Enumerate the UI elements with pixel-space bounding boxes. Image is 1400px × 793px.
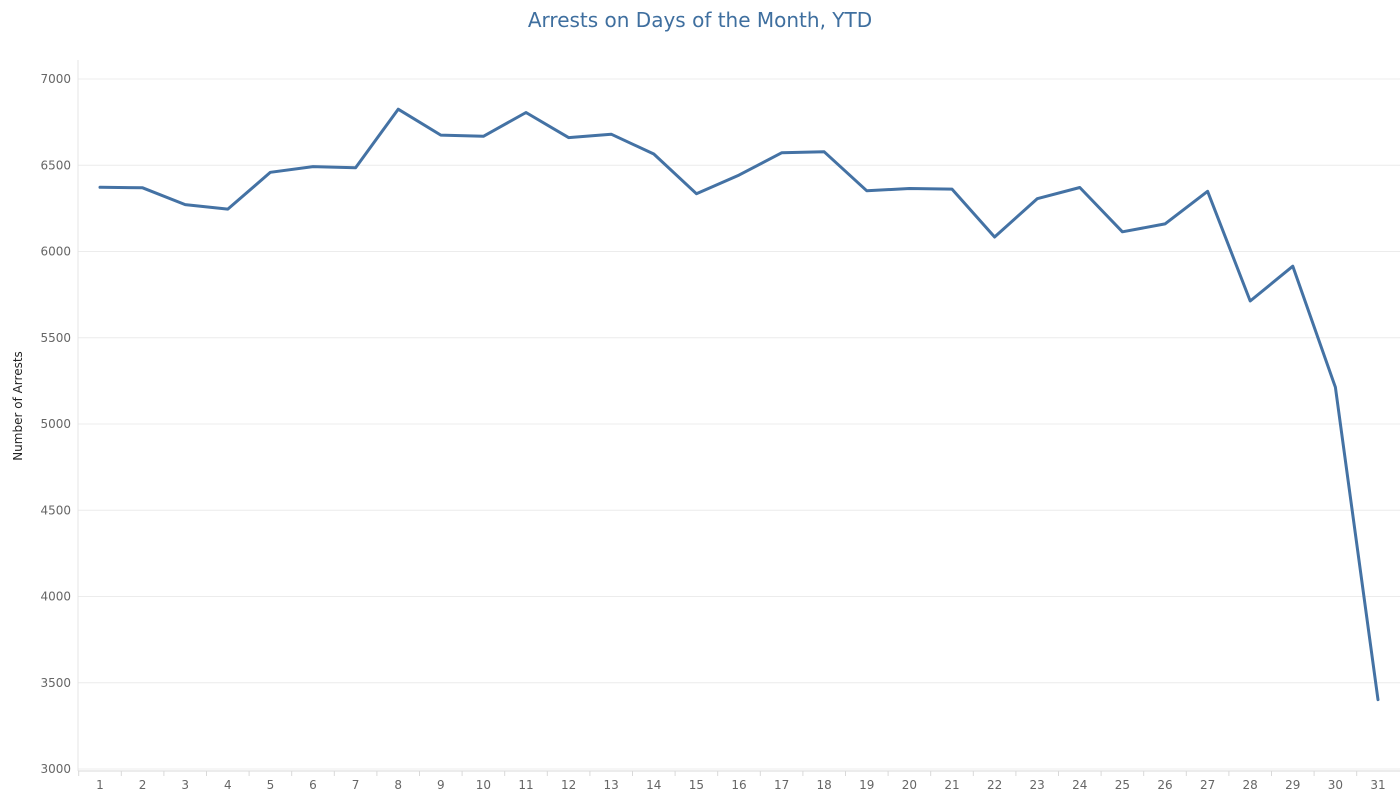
x-tick-label: 17 (774, 778, 789, 792)
data-point[interactable] (1246, 297, 1254, 305)
data-point[interactable] (309, 163, 317, 171)
data-point[interactable] (437, 131, 445, 139)
data-point[interactable] (565, 134, 573, 142)
x-tick-label: 15 (689, 778, 704, 792)
x-tick-label: 18 (817, 778, 832, 792)
data-point[interactable] (607, 130, 615, 138)
x-tick-label: 26 (1157, 778, 1172, 792)
x-tick-label: 11 (518, 778, 533, 792)
data-point[interactable] (991, 233, 999, 241)
data-point[interactable] (1204, 187, 1212, 195)
y-tick-label: 7000 (40, 72, 71, 86)
y-axis-ticks: 3000 3500 4000 4500 5000 5500 6000 6500 7000 (40, 72, 71, 776)
x-tick-label: 25 (1115, 778, 1130, 792)
series-layer (96, 105, 1382, 704)
x-tick-label: 8 (394, 778, 402, 792)
x-tick-label: 24 (1072, 778, 1087, 792)
data-point[interactable] (1289, 262, 1297, 270)
x-tick-label: 16 (731, 778, 746, 792)
x-tick-label: 23 (1030, 778, 1045, 792)
x-tick-label: 1 (96, 778, 104, 792)
data-point[interactable] (181, 201, 189, 209)
data-point[interactable] (692, 190, 700, 198)
data-point[interactable] (650, 150, 658, 158)
x-tick-label: 19 (859, 778, 874, 792)
x-tick-label: 5 (267, 778, 275, 792)
data-point[interactable] (1161, 220, 1169, 228)
data-point[interactable] (820, 148, 828, 156)
x-tick-label: 29 (1285, 778, 1300, 792)
x-tick-label: 28 (1243, 778, 1258, 792)
x-tick-label: 4 (224, 778, 232, 792)
data-point[interactable] (1118, 228, 1126, 236)
x-tick-label: 9 (437, 778, 445, 792)
data-point[interactable] (735, 171, 743, 179)
data-point[interactable] (778, 149, 786, 157)
x-tick-label: 6 (309, 778, 317, 792)
x-tick-label: 27 (1200, 778, 1215, 792)
x-tick-label: 12 (561, 778, 576, 792)
y-tick-label: 4500 (40, 503, 71, 517)
x-tick-label: 7 (352, 778, 360, 792)
data-point[interactable] (479, 132, 487, 140)
series-line (98, 107, 1380, 702)
gridlines (78, 78, 1400, 770)
data-point[interactable] (1033, 195, 1041, 203)
x-axis-ticks: 1 2 3 4 5 6 7 8 9 10 11 12 13 14 15 16 17 18 19 20 21 22 23 24 2… (78, 771, 1386, 792)
data-point[interactable] (266, 168, 274, 176)
data-point[interactable] (1076, 184, 1084, 192)
axes (77, 60, 1400, 772)
x-tick-label: 31 (1370, 778, 1385, 792)
x-tick-label: 14 (646, 778, 661, 792)
x-tick-label: 22 (987, 778, 1002, 792)
y-tick-label: 5000 (40, 417, 71, 431)
data-point[interactable] (948, 185, 956, 193)
data-point[interactable] (905, 185, 913, 193)
x-tick-label: 3 (181, 778, 189, 792)
data-point[interactable] (863, 187, 871, 195)
y-tick-label: 3500 (40, 676, 71, 690)
x-tick-label: 10 (476, 778, 491, 792)
x-tick-label: 2 (139, 778, 147, 792)
x-tick-label: 20 (902, 778, 917, 792)
data-point[interactable] (224, 205, 232, 213)
data-point[interactable] (1374, 696, 1382, 704)
chart-title: Arrests on Days of the Month, YTD (527, 8, 873, 32)
data-point[interactable] (139, 184, 147, 192)
y-tick-label: 5500 (40, 331, 71, 345)
y-tick-label: 6000 (40, 245, 71, 259)
y-tick-label: 6500 (40, 158, 71, 172)
data-point[interactable] (394, 105, 402, 113)
data-point[interactable] (522, 108, 530, 116)
x-tick-label: 13 (604, 778, 619, 792)
data-point[interactable] (1331, 383, 1339, 391)
x-tick-label: 21 (944, 778, 959, 792)
data-point[interactable] (352, 164, 360, 172)
y-tick-label: 3000 (40, 762, 71, 776)
data-point[interactable] (96, 183, 104, 191)
x-tick-label: 30 (1328, 778, 1343, 792)
y-tick-label: 4000 (40, 590, 71, 604)
